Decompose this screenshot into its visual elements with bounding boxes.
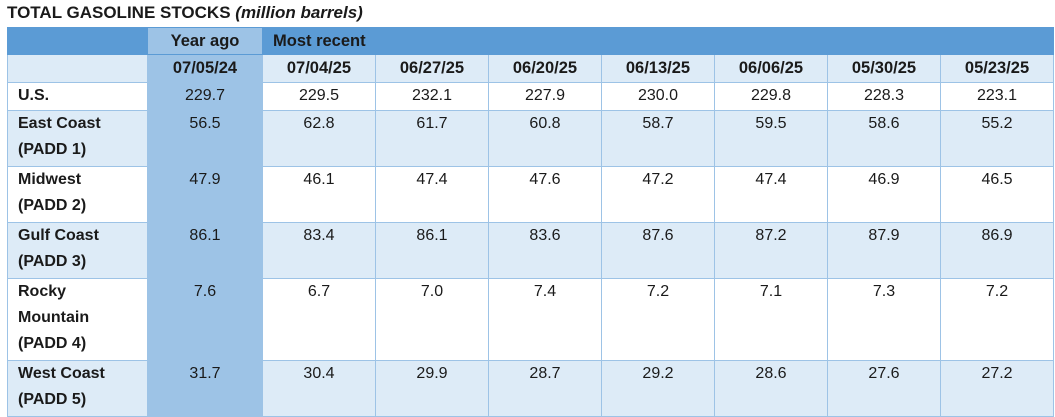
data-row: East Coast (PADD 1) 56.5 62.8 61.7 60.8 58.7 59… <box>7 110 1055 167</box>
value-cell: 31.7 <box>147 360 263 417</box>
value-cell: 86.9 <box>939 222 1055 279</box>
row-label-line: Gulf Coast <box>18 227 99 244</box>
date-header: 05/30/25 <box>827 54 941 83</box>
row-label-line: (PADD 1) <box>18 141 87 158</box>
row-label: Midwest (PADD 2) <box>7 166 148 223</box>
title: TOTAL GASOLINE STOCKS (million barrels) <box>7 3 363 23</box>
row-label: Rocky Mountain (PADD 4) <box>7 278 148 361</box>
value-cell: 229.8 <box>714 82 828 111</box>
date-header: 07/05/24 <box>147 54 263 83</box>
value-cell: 47.2 <box>601 166 715 223</box>
value-cell: 27.6 <box>827 360 941 417</box>
data-row: U.S. 229.7 229.5 232.1 227.9 230.0 229.8 228.3 2… <box>7 82 1055 111</box>
value-cell: 230.0 <box>601 82 715 111</box>
value-cell: 46.5 <box>939 166 1055 223</box>
row-label: East Coast (PADD 1) <box>7 110 148 167</box>
value-cell: 86.1 <box>147 222 263 279</box>
value-cell: 59.5 <box>714 110 828 167</box>
value-cell: 58.6 <box>827 110 941 167</box>
row-label-line: East Coast <box>18 115 101 132</box>
row-label-line: (PADD 3) <box>18 253 87 270</box>
value-cell: 55.2 <box>939 110 1055 167</box>
corner-cell <box>7 54 148 83</box>
value-cell: 30.4 <box>262 360 376 417</box>
value-cell: 7.1 <box>714 278 828 361</box>
title-text: TOTAL GASOLINE STOCKS <box>7 3 231 22</box>
value-cell: 83.4 <box>262 222 376 279</box>
value-cell: 7.6 <box>147 278 263 361</box>
value-cell: 83.6 <box>488 222 602 279</box>
date-header-row: 07/05/24 07/04/25 06/27/25 06/20/25 06/13/25… <box>7 54 1055 83</box>
value-cell: 7.3 <box>827 278 941 361</box>
value-cell: 60.8 <box>488 110 602 167</box>
value-cell: 7.2 <box>601 278 715 361</box>
value-cell: 227.9 <box>488 82 602 111</box>
data-row: Gulf Coast (PADD 3) 86.1 83.4 86.1 83.6 87.6 87… <box>7 222 1055 279</box>
row-label: U.S. <box>7 82 148 111</box>
page: TOTAL GASOLINE STOCKS (million barrels) … <box>7 3 1055 417</box>
value-cell: 7.2 <box>939 278 1055 361</box>
title-unit: (million barrels) <box>235 3 363 22</box>
value-cell: 229.7 <box>147 82 263 111</box>
date-header: 06/27/25 <box>375 54 489 83</box>
value-cell: 27.2 <box>939 360 1055 417</box>
value-cell: 47.4 <box>375 166 489 223</box>
value-cell: 62.8 <box>262 110 376 167</box>
value-cell: 47.6 <box>488 166 602 223</box>
table-body: Year ago Most recent 07/05/24 07/04/25 06/27… <box>7 27 1055 417</box>
value-cell: 223.1 <box>939 82 1055 111</box>
group-header: Year ago <box>147 27 263 55</box>
value-cell: 29.2 <box>601 360 715 417</box>
row-label: Gulf Coast (PADD 3) <box>7 222 148 279</box>
value-cell: 7.4 <box>488 278 602 361</box>
value-cell: 28.6 <box>714 360 828 417</box>
date-header: 05/23/25 <box>939 54 1055 83</box>
row-label-line: (PADD 4) <box>18 335 87 352</box>
row-label-line: Rocky <box>18 283 67 300</box>
stocks-table: Year ago Most recent 07/05/24 07/04/25 06/27… <box>7 27 1055 417</box>
row-label-line: Midwest <box>18 171 82 188</box>
data-row: West Coast (PADD 5) 31.7 30.4 29.9 28.7 29.2 28… <box>7 360 1055 417</box>
value-cell: 86.1 <box>375 222 489 279</box>
value-cell: 6.7 <box>262 278 376 361</box>
date-header: 06/13/25 <box>601 54 715 83</box>
value-cell: 232.1 <box>375 82 489 111</box>
row-label: West Coast (PADD 5) <box>7 360 148 417</box>
value-cell: 87.9 <box>827 222 941 279</box>
value-cell: 87.2 <box>714 222 828 279</box>
value-cell: 87.6 <box>601 222 715 279</box>
value-cell: 7.0 <box>375 278 489 361</box>
date-header: 06/20/25 <box>488 54 602 83</box>
value-cell: 229.5 <box>262 82 376 111</box>
value-cell: 56.5 <box>147 110 263 167</box>
row-label-line: (PADD 2) <box>18 197 87 214</box>
row-label-line: U.S. <box>18 87 50 104</box>
row-label-line: West Coast <box>18 365 105 382</box>
value-cell: 47.9 <box>147 166 263 223</box>
value-cell: 61.7 <box>375 110 489 167</box>
group-header-row: Year ago Most recent <box>7 27 1055 55</box>
data-row: Midwest (PADD 2) 47.9 46.1 47.4 47.6 47.2 47.4 4… <box>7 166 1055 223</box>
value-cell: 228.3 <box>827 82 941 111</box>
corner-cell <box>7 27 148 55</box>
value-cell: 28.7 <box>488 360 602 417</box>
row-label-line: Mountain <box>18 309 90 326</box>
date-header: 07/04/25 <box>262 54 376 83</box>
value-cell: 46.9 <box>827 166 941 223</box>
row-label-line: (PADD 5) <box>18 391 87 408</box>
value-cell: 29.9 <box>375 360 489 417</box>
value-cell: 46.1 <box>262 166 376 223</box>
value-cell: 47.4 <box>714 166 828 223</box>
value-cell: 58.7 <box>601 110 715 167</box>
group-header: Most recent <box>261 27 1055 55</box>
date-header: 06/06/25 <box>714 54 828 83</box>
data-row: Rocky Mountain (PADD 4) 7.6 6.7 7.0 7.4 7.2 7.1 7… <box>7 278 1055 361</box>
